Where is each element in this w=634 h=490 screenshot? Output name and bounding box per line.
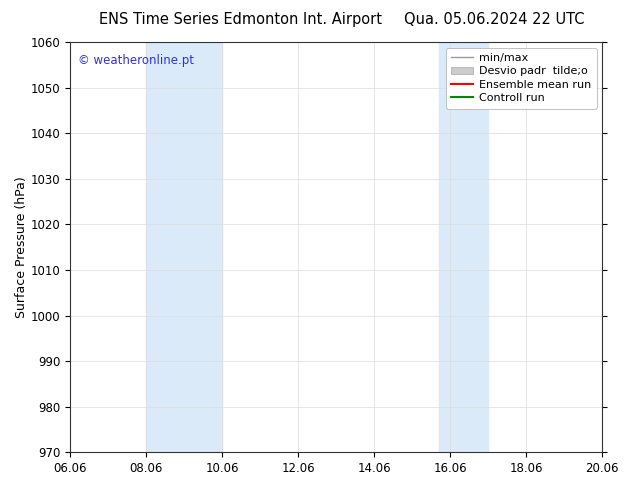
Bar	[439, 42, 488, 452]
Text: Qua. 05.06.2024 22 UTC: Qua. 05.06.2024 22 UTC	[404, 12, 585, 27]
Y-axis label: Surface Pressure (hPa): Surface Pressure (hPa)	[15, 176, 28, 318]
Bar	[146, 42, 223, 452]
Legend: min/max, Desvio padr  tilde;o, Ensemble mean run, Controll run: min/max, Desvio padr tilde;o, Ensemble m…	[446, 48, 597, 109]
Text: © weatheronline.pt: © weatheronline.pt	[78, 54, 194, 67]
Text: ENS Time Series Edmonton Int. Airport: ENS Time Series Edmonton Int. Airport	[100, 12, 382, 27]
